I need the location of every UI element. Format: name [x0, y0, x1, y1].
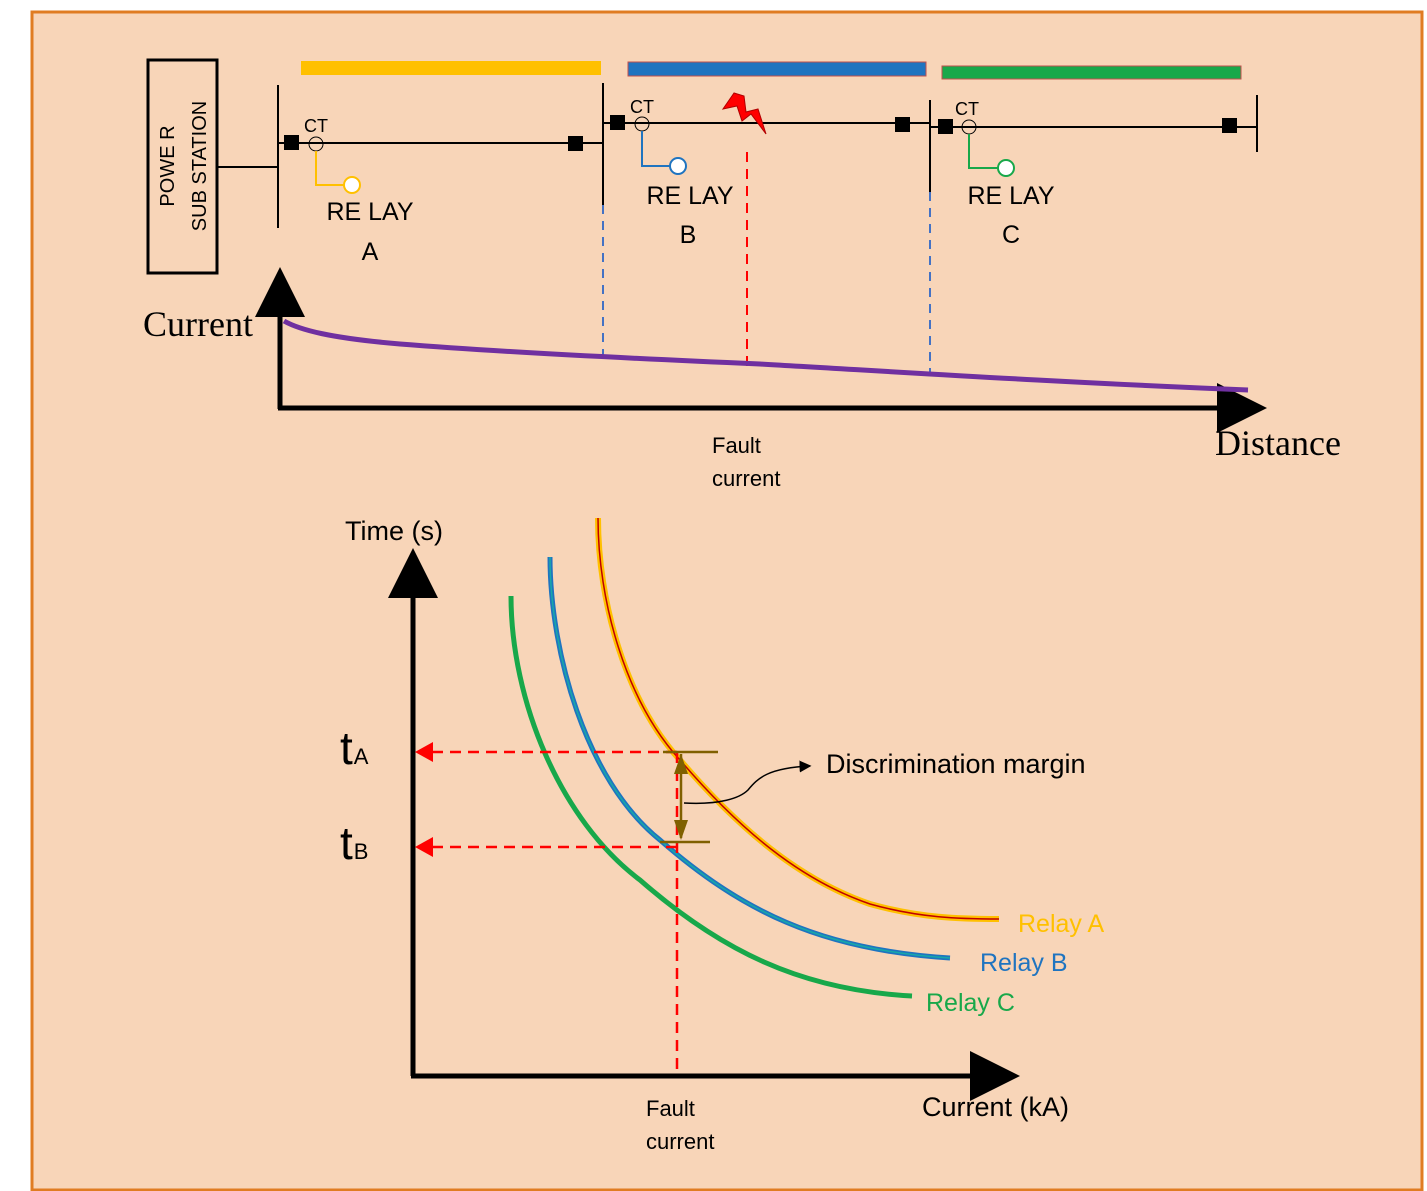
substation-label-line2: SUB STATION — [189, 101, 211, 231]
relay-b-connection — [641, 131, 671, 167]
relay-c-icon — [997, 159, 1015, 177]
relay-b-icon — [669, 157, 687, 175]
breaker-b-recv — [895, 117, 910, 132]
ta-label-subscript: A — [354, 744, 369, 769]
single-line-diagram: POWE R SUB STATION CT CT CT — [146, 58, 1258, 275]
relay-c-connection — [968, 134, 998, 169]
breaker-c-recv — [1222, 118, 1237, 133]
relay-a-icon — [343, 176, 361, 194]
ct-b-label: CT — [630, 97, 654, 117]
relay-b-letter: B — [680, 221, 697, 249]
ct-a-label: CT — [304, 116, 328, 136]
relay-a-series-label: Relay A — [1018, 910, 1104, 938]
zone-bar-c — [941, 65, 1242, 80]
relay-c-label: RE LAY — [967, 182, 1054, 210]
zone-bar-b — [627, 61, 927, 77]
tb-arrowhead — [415, 837, 433, 857]
substation-label-line1: POWE R — [157, 125, 179, 206]
relay-c-series-label: Relay C — [926, 989, 1015, 1017]
relay-a-letter: A — [362, 238, 379, 266]
margin-down-arrowhead — [674, 820, 688, 840]
breaker-a-send — [284, 135, 299, 150]
top-fault-label-line1: Fault — [712, 433, 761, 458]
breaker-c-send — [938, 119, 953, 134]
current-axis-label: Current — [143, 304, 253, 344]
tb-label: tB — [340, 817, 368, 869]
tb-label-main: t — [340, 817, 353, 869]
margin-callout-arrow — [683, 760, 812, 805]
bottom-fault-label-line1: Fault — [646, 1096, 695, 1121]
ta-arrowhead — [415, 742, 433, 762]
tb-label-subscript: B — [354, 839, 369, 864]
relay-b-label: RE LAY — [646, 182, 733, 210]
breaker-b-send — [610, 115, 625, 130]
fault-current-curve — [282, 318, 1249, 393]
discrimination-margin-label: Discrimination margin — [826, 749, 1086, 779]
time-current-chart: Time (s) Current (kA) Relay A Relay B Re… — [340, 516, 1104, 1154]
relay-b-series-label: Relay B — [980, 949, 1068, 977]
margin-up-arrowhead — [674, 754, 688, 774]
relay-a-curve-core — [597, 517, 1000, 920]
diagram-background — [30, 10, 1424, 1191]
zone-bar-a — [301, 61, 601, 75]
relay-b-curve-highlight — [549, 556, 951, 959]
current-distance-graph: Current Distance Fault current — [143, 267, 1341, 491]
time-axis-label: Time (s) — [345, 516, 443, 546]
relay-a-label: RE LAY — [326, 198, 413, 226]
relay-a-connection — [315, 151, 345, 186]
ta-label: tA — [340, 722, 369, 774]
ct-c-label: CT — [955, 99, 979, 119]
lightning-bolt-icon — [721, 92, 767, 135]
current-ka-axis-label: Current (kA) — [922, 1092, 1069, 1122]
distance-axis-label: Distance — [1215, 423, 1341, 463]
ta-label-main: t — [340, 722, 353, 774]
breaker-a-recv — [568, 136, 583, 151]
top-fault-label-line2: current — [712, 466, 780, 491]
bottom-fault-label-line2: current — [646, 1129, 714, 1154]
relay-c-letter: C — [1002, 221, 1020, 249]
relay-c-curve — [508, 595, 913, 999]
